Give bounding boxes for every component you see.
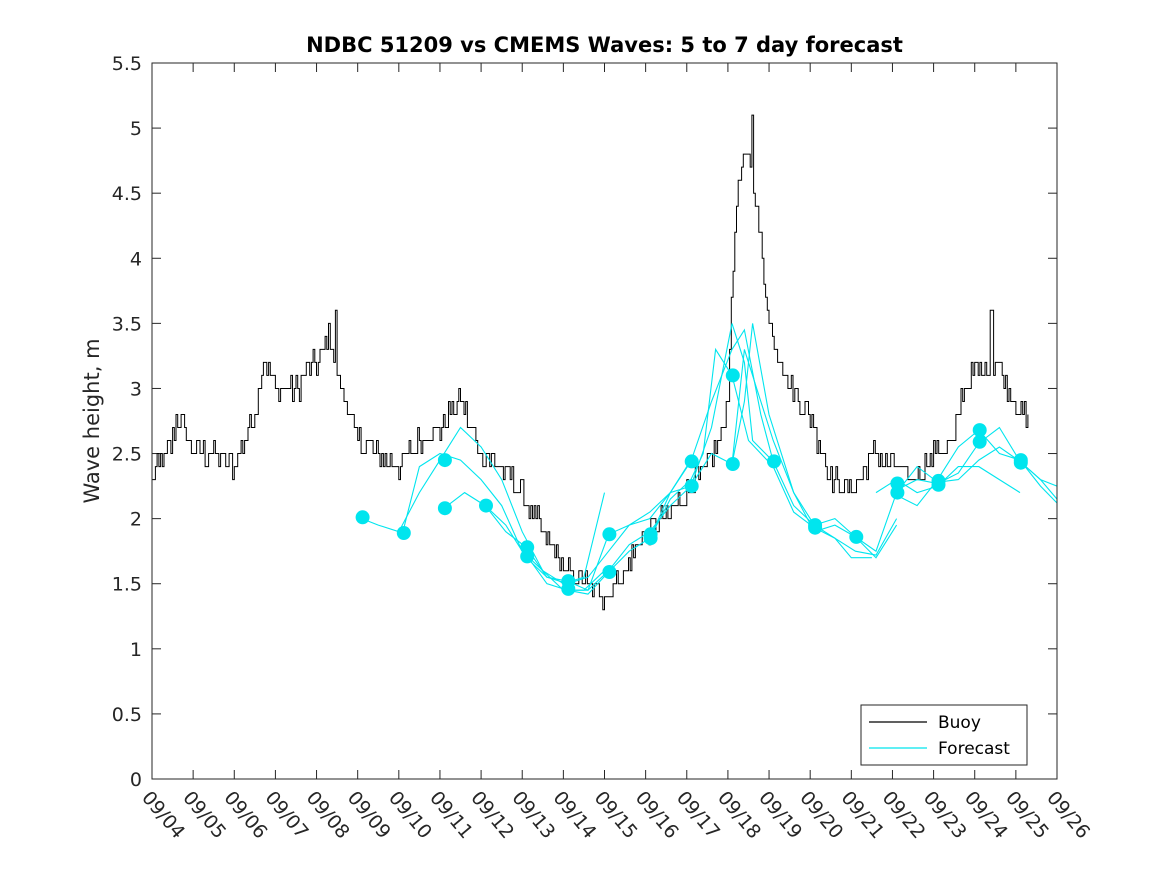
forecast-marker bbox=[972, 423, 987, 438]
y-tick-label: 2.5 bbox=[112, 444, 142, 466]
series-line-forecast bbox=[484, 323, 774, 591]
forecast-marker bbox=[684, 479, 699, 494]
forecast-marker bbox=[602, 565, 617, 579]
y-tick-labels: 0 0.5 1 1.5 2 2.5 3 3.5 4 4.5 5 5.5 bbox=[112, 53, 142, 791]
y-tick-label: 0 bbox=[130, 769, 142, 791]
forecast-marker bbox=[396, 526, 411, 540]
y-tick-label: 5 bbox=[130, 118, 142, 140]
forecast-marker bbox=[808, 520, 823, 535]
y-tick-label: 4.5 bbox=[112, 183, 142, 205]
forecast-marker bbox=[479, 498, 493, 513]
y-tick-label: 0.5 bbox=[112, 704, 142, 726]
forecast-marker bbox=[931, 477, 946, 492]
forecast-marker bbox=[972, 434, 987, 449]
forecast-marker bbox=[520, 549, 535, 564]
forecast-marker bbox=[355, 510, 370, 525]
series-line-forecast bbox=[567, 347, 898, 595]
y-tick-label: 5.5 bbox=[112, 53, 142, 75]
series-line-forecast bbox=[731, 323, 1058, 553]
chart-title: NDBC 51209 vs CMEMS Waves: 5 to 7 day fo… bbox=[306, 33, 903, 57]
forecast-marker bbox=[437, 453, 452, 468]
forecast-marker bbox=[602, 527, 617, 542]
y-tick-label: 3 bbox=[130, 378, 142, 400]
series-line-forecast bbox=[525, 349, 898, 591]
legend-label-forecast: Forecast bbox=[938, 739, 1010, 759]
forecast-marker bbox=[437, 501, 452, 516]
axis-ticks bbox=[151, 62, 1058, 780]
plot-area bbox=[152, 63, 1057, 779]
legend-box bbox=[860, 704, 1028, 766]
forecast-marker bbox=[725, 368, 740, 383]
forecast-marker bbox=[1013, 455, 1028, 470]
legend: Buoy Forecast bbox=[860, 704, 1028, 766]
forecast-marker bbox=[849, 529, 864, 544]
y-tick-label: 3.5 bbox=[112, 313, 142, 335]
series-line-buoy bbox=[152, 114, 1029, 611]
y-tick-label: 1.5 bbox=[112, 574, 142, 596]
forecast-marker bbox=[725, 457, 740, 471]
forecast-marker bbox=[643, 531, 658, 546]
y-tick-label: 2 bbox=[130, 509, 142, 531]
forecast-markers bbox=[355, 368, 1028, 596]
forecast-marker bbox=[767, 454, 781, 469]
y-tick-label: 4 bbox=[130, 248, 142, 270]
legend-label-buoy: Buoy bbox=[938, 713, 981, 733]
forecast-marker bbox=[890, 485, 905, 500]
y-axis-label: Wave height, m bbox=[80, 338, 104, 503]
plot-frame bbox=[151, 62, 1058, 780]
forecast-marker bbox=[561, 581, 576, 596]
forecast-marker bbox=[684, 454, 699, 469]
y-tick-label: 1 bbox=[130, 639, 142, 661]
